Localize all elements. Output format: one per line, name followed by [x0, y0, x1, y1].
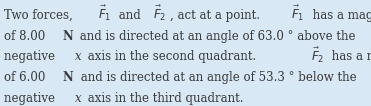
Text: and is directed at an angle of 63.0 ° above the: and is directed at an angle of 63.0 ° ab…	[76, 30, 356, 43]
Text: x: x	[75, 50, 82, 63]
Text: negative: negative	[4, 50, 59, 63]
Text: and: and	[115, 9, 145, 22]
Text: N: N	[63, 30, 73, 43]
Text: $\vec{F}_1$: $\vec{F}_1$	[292, 4, 305, 23]
Text: , act at a point.: , act at a point.	[171, 9, 264, 22]
Text: of 8.00: of 8.00	[4, 30, 49, 43]
Text: of 6.00: of 6.00	[4, 71, 50, 84]
Text: negative: negative	[4, 92, 59, 105]
Text: has a magnitude: has a magnitude	[309, 9, 371, 22]
Text: and is directed at an angle of 53.3 ° below the: and is directed at an angle of 53.3 ° be…	[76, 71, 356, 84]
Text: $\vec{F}_1$: $\vec{F}_1$	[98, 4, 111, 23]
Text: Two forces,: Two forces,	[4, 9, 77, 22]
Text: x: x	[75, 92, 82, 105]
Text: N: N	[63, 71, 73, 84]
Text: $\vec{F}_2$: $\vec{F}_2$	[311, 45, 324, 65]
Text: axis in the third quadrant.: axis in the third quadrant.	[83, 92, 243, 105]
Text: axis in the second quadrant.: axis in the second quadrant.	[83, 50, 260, 63]
Text: has a magnitude: has a magnitude	[328, 50, 371, 63]
Text: $\vec{F}_2$: $\vec{F}_2$	[153, 4, 167, 23]
